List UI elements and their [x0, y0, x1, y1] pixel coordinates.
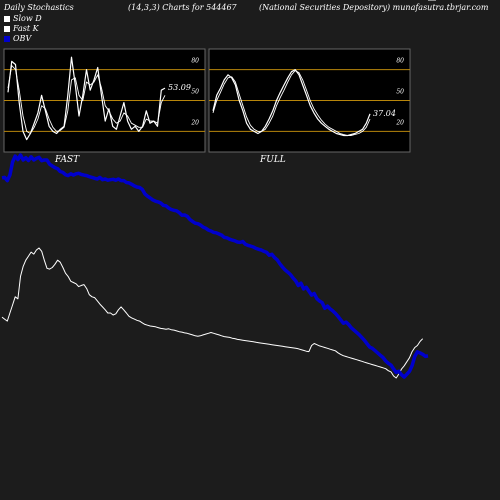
level-tick-label: 20	[190, 119, 199, 126]
level-tick-label: 50	[396, 89, 404, 96]
obv-line	[1, 153, 429, 379]
level-tick-label: 50	[191, 89, 199, 96]
level-tick-label: 80	[396, 58, 404, 65]
legend-swatch-slow-d	[4, 15, 10, 22]
legend-item-slow-d: Slow D	[4, 14, 42, 23]
legend-swatch-obv	[4, 35, 10, 42]
legend-label-obv: OBV	[13, 34, 32, 43]
close-price-line	[1, 247, 424, 379]
stoch-panel-title: FULL	[259, 155, 286, 165]
stoch-line-slow-d	[212, 70, 371, 136]
level-tick-label: 80	[191, 58, 199, 65]
legend-item-obv: OBV	[4, 34, 31, 43]
legend-item-fast-k: Fast K	[4, 24, 39, 33]
legend-label-fast-k: Fast K	[13, 24, 39, 33]
legend-swatch-fast-k	[4, 25, 10, 32]
legend-label-slow-d: Slow D	[13, 14, 42, 23]
stoch-panel-title: FAST	[54, 155, 80, 165]
price-obv-panel: 996.70Close	[1, 0, 494, 379]
fast-stochastic-panel: 80 50 20 53.09 FAST	[3, 48, 206, 165]
chart-header-source: (National Securities Depository) munafas…	[259, 3, 489, 12]
level-tick-label: 20	[395, 119, 404, 126]
stoch-last-value: 37.04	[373, 109, 396, 118]
chart-header-title: Daily Stochastics	[4, 3, 74, 12]
stoch-line-fast-k	[7, 56, 166, 141]
stoch-line-fast-k	[212, 68, 371, 137]
chart-header-params: (14,3,3) Charts for 544467	[128, 3, 237, 12]
close-value-label: 996.70Close	[437, 0, 494, 3]
stoch-line-slow-d	[7, 65, 166, 134]
stoch-last-value: 53.09	[168, 83, 191, 92]
